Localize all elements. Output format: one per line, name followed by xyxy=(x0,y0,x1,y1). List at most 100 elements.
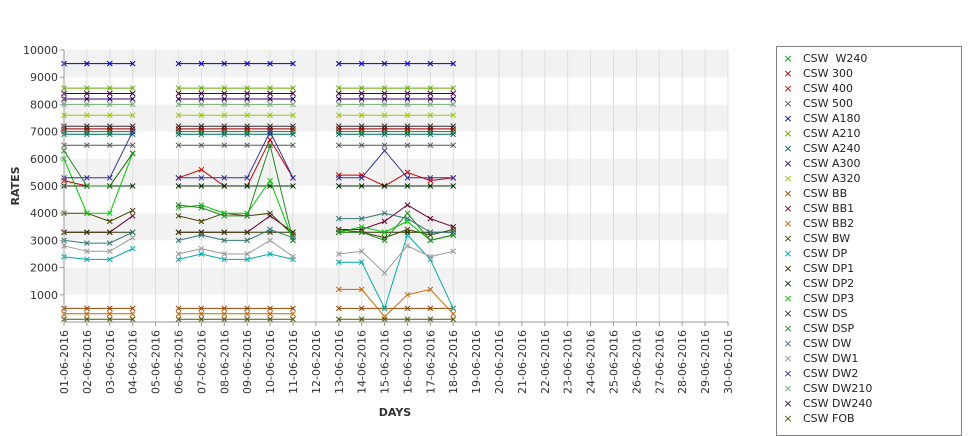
plot-band xyxy=(64,240,728,268)
data-point xyxy=(450,112,457,119)
legend-marker-icon: × xyxy=(783,187,793,200)
data-point xyxy=(129,85,136,91)
data-point xyxy=(175,96,182,102)
data-point xyxy=(358,305,365,312)
data-point xyxy=(404,316,411,323)
data-point xyxy=(244,112,251,119)
data-point xyxy=(381,229,388,236)
data-point xyxy=(221,183,228,189)
legend-item[interactable]: × CSW BW xyxy=(777,231,961,246)
data-point xyxy=(358,229,365,236)
y-tick-label: 10000 xyxy=(23,44,58,57)
series-line xyxy=(63,143,454,241)
data-point xyxy=(290,85,296,91)
legend-item[interactable]: × CSW DW240 xyxy=(777,396,961,411)
data-point xyxy=(175,316,182,323)
data-point xyxy=(175,112,182,119)
data-point xyxy=(450,85,457,91)
x-tick-label: 02-06-2016 xyxy=(81,330,94,394)
data-point xyxy=(404,174,411,181)
data-point xyxy=(221,237,228,244)
legend-item[interactable]: × CSW DP1 xyxy=(777,261,961,276)
legend-label: CSW DP3 xyxy=(803,292,855,305)
y-tick-label: 5000 xyxy=(30,180,58,193)
series-csw-a180 xyxy=(61,60,457,67)
legend-item[interactable]: × CSW DP xyxy=(777,246,961,261)
legend-item[interactable]: × CSW FOB xyxy=(777,411,961,426)
data-point xyxy=(84,123,90,130)
legend-item[interactable]: × CSW A240 xyxy=(777,141,961,156)
data-point xyxy=(129,112,136,119)
legend-item[interactable]: × CSW BB2 xyxy=(777,216,961,231)
legend-item[interactable]: × CSW DW1 xyxy=(777,351,961,366)
data-point xyxy=(84,210,90,217)
data-point xyxy=(106,60,113,67)
data-point xyxy=(221,142,228,149)
series-csw-ds xyxy=(61,123,457,130)
data-point xyxy=(84,112,90,119)
data-point xyxy=(450,174,457,181)
legend-item[interactable]: × CSW A210 xyxy=(777,126,961,141)
legend-item[interactable]: × CSW DSP xyxy=(777,321,961,336)
legend-item[interactable]: × CSW A300 xyxy=(777,156,961,171)
legend-item[interactable]: × CSW 400 xyxy=(777,81,961,96)
legend-marker-icon: × xyxy=(783,157,793,170)
data-point xyxy=(106,210,113,217)
data-point xyxy=(381,60,388,67)
data-point xyxy=(221,60,228,67)
legend-item[interactable]: × CSW BB1 xyxy=(777,201,961,216)
data-point xyxy=(404,131,411,138)
series-line xyxy=(63,212,454,244)
data-point xyxy=(358,85,365,91)
plot-band xyxy=(64,77,728,105)
legend-item[interactable]: × CSW DS xyxy=(777,306,961,321)
data-point xyxy=(267,101,273,108)
data-point xyxy=(404,242,411,249)
data-point xyxy=(129,183,136,189)
data-point xyxy=(381,90,388,97)
y-axis-title: RATES xyxy=(9,166,22,205)
legend-marker-icon: × xyxy=(783,412,793,425)
legend-label: CSW 300 xyxy=(803,67,854,80)
data-point xyxy=(290,90,296,97)
legend-item[interactable]: × CSW 300 xyxy=(777,66,961,81)
data-point xyxy=(335,85,342,91)
legend-item[interactable]: × CSW 500 xyxy=(777,96,961,111)
data-point xyxy=(175,305,182,312)
legend-marker-icon: × xyxy=(783,52,793,65)
data-point xyxy=(290,60,296,67)
data-point xyxy=(198,204,205,211)
data-point xyxy=(358,101,365,108)
data-point xyxy=(381,147,388,154)
data-point xyxy=(358,90,365,97)
data-point xyxy=(381,123,388,130)
legend-item[interactable]: × CSW DW2 xyxy=(777,366,961,381)
legend-item[interactable]: × CSW DP2 xyxy=(777,276,961,291)
data-point xyxy=(106,90,113,97)
data-point xyxy=(198,232,205,238)
data-point xyxy=(358,183,365,189)
legend-item[interactable]: × CSW BB xyxy=(777,186,961,201)
data-point xyxy=(290,316,296,323)
legend-item[interactable]: × CSW DW210 xyxy=(777,381,961,396)
legend-item[interactable]: × CSW A180 xyxy=(777,111,961,126)
x-tick-label: 19-06-2016 xyxy=(470,330,483,394)
data-point xyxy=(335,305,342,312)
legend-item[interactable]: × CSW W240 xyxy=(777,51,961,66)
series-line xyxy=(63,237,454,274)
legend-marker-icon: × xyxy=(783,127,793,140)
data-point xyxy=(198,101,205,108)
legend-item[interactable]: × CSW DW xyxy=(777,336,961,351)
x-tick-label: 03-06-2016 xyxy=(104,330,117,394)
data-point xyxy=(335,174,342,181)
legend-item[interactable]: × CSW DP3 xyxy=(777,291,961,306)
data-point xyxy=(175,310,182,317)
data-point xyxy=(450,305,457,312)
data-point xyxy=(358,112,365,119)
legend-item[interactable]: × CSW A320 xyxy=(777,171,961,186)
data-point xyxy=(244,142,251,149)
data-point xyxy=(381,237,388,244)
legend-marker-icon: × xyxy=(783,247,793,260)
data-point xyxy=(427,142,434,149)
data-point xyxy=(244,213,251,219)
